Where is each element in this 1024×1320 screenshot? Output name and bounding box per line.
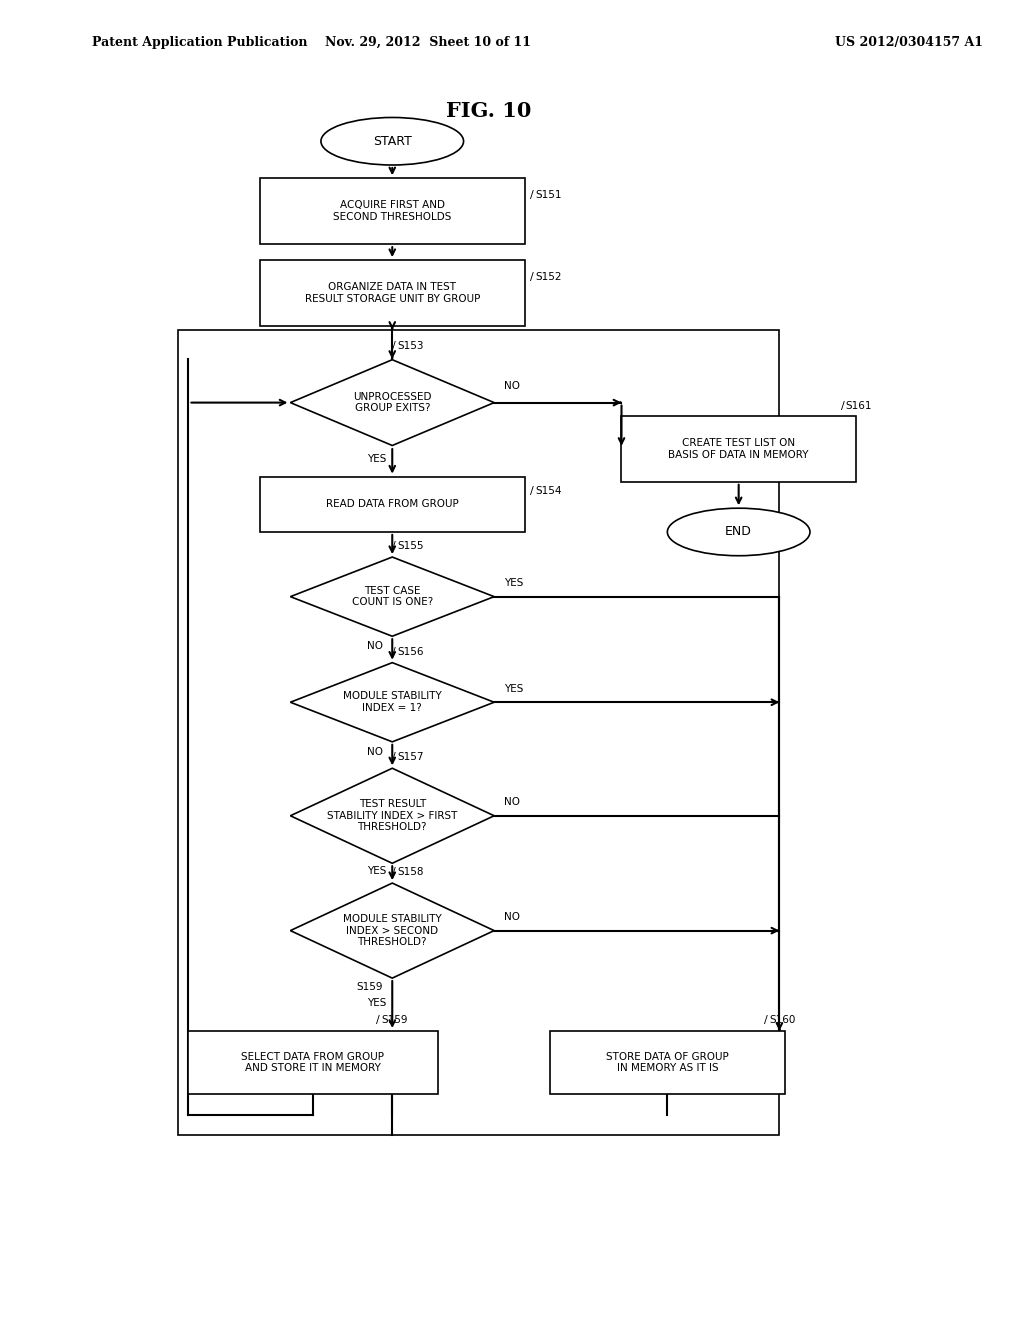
Text: NO: NO (505, 381, 520, 392)
Text: /: / (392, 341, 396, 351)
FancyBboxPatch shape (260, 178, 524, 244)
Text: S158: S158 (397, 867, 424, 878)
Text: SELECT DATA FROM GROUP
AND STORE IT IN MEMORY: SELECT DATA FROM GROUP AND STORE IT IN M… (242, 1052, 384, 1073)
Text: YES: YES (367, 866, 386, 876)
Text: /: / (377, 1015, 380, 1026)
Text: ACQUIRE FIRST AND
SECOND THRESHOLDS: ACQUIRE FIRST AND SECOND THRESHOLDS (333, 201, 452, 222)
FancyBboxPatch shape (622, 416, 856, 482)
Text: /: / (841, 401, 845, 412)
Text: YES: YES (505, 684, 523, 694)
Text: END: END (725, 525, 752, 539)
Text: /: / (392, 867, 396, 878)
Text: S156: S156 (397, 647, 424, 657)
Text: /: / (392, 752, 396, 763)
Text: S159: S159 (382, 1015, 408, 1026)
Polygon shape (291, 360, 495, 446)
Text: TEST CASE
COUNT IS ONE?: TEST CASE COUNT IS ONE? (351, 586, 433, 607)
Text: Nov. 29, 2012  Sheet 10 of 11: Nov. 29, 2012 Sheet 10 of 11 (325, 36, 530, 49)
Polygon shape (291, 883, 495, 978)
Text: MODULE STABILITY
INDEX > SECOND
THRESHOLD?: MODULE STABILITY INDEX > SECOND THRESHOL… (343, 913, 441, 948)
Text: YES: YES (505, 578, 523, 589)
Text: CREATE TEST LIST ON
BASIS OF DATA IN MEMORY: CREATE TEST LIST ON BASIS OF DATA IN MEM… (669, 438, 809, 459)
Polygon shape (291, 768, 495, 863)
Polygon shape (291, 663, 495, 742)
Text: NO: NO (505, 912, 520, 923)
Ellipse shape (668, 508, 810, 556)
Text: S155: S155 (397, 541, 424, 552)
Text: S157: S157 (397, 752, 424, 763)
Text: S161: S161 (846, 401, 872, 412)
Ellipse shape (321, 117, 464, 165)
Text: MODULE STABILITY
INDEX = 1?: MODULE STABILITY INDEX = 1? (343, 692, 441, 713)
Text: /: / (392, 647, 396, 657)
Text: FIG. 10: FIG. 10 (446, 100, 531, 121)
Polygon shape (291, 557, 495, 636)
Text: S154: S154 (535, 486, 561, 496)
FancyBboxPatch shape (550, 1031, 784, 1094)
Text: S152: S152 (535, 272, 561, 282)
Text: S159: S159 (356, 982, 383, 993)
Text: YES: YES (367, 998, 386, 1008)
Text: START: START (373, 135, 412, 148)
Text: S153: S153 (397, 341, 424, 351)
Text: /: / (529, 272, 534, 282)
Text: NO: NO (505, 797, 520, 808)
FancyBboxPatch shape (260, 260, 524, 326)
Text: /: / (392, 541, 396, 552)
Text: /: / (529, 190, 534, 201)
Text: US 2012/0304157 A1: US 2012/0304157 A1 (836, 36, 983, 49)
Text: UNPROCESSED
GROUP EXITS?: UNPROCESSED GROUP EXITS? (353, 392, 431, 413)
Text: NO: NO (367, 747, 383, 758)
Text: Patent Application Publication: Patent Application Publication (92, 36, 307, 49)
Text: YES: YES (367, 454, 386, 465)
Text: /: / (529, 486, 534, 496)
Text: ORGANIZE DATA IN TEST
RESULT STORAGE UNIT BY GROUP: ORGANIZE DATA IN TEST RESULT STORAGE UNI… (304, 282, 480, 304)
Text: NO: NO (367, 642, 383, 652)
Text: READ DATA FROM GROUP: READ DATA FROM GROUP (326, 499, 459, 510)
Text: S151: S151 (535, 190, 561, 201)
Text: STORE DATA OF GROUP
IN MEMORY AS IT IS: STORE DATA OF GROUP IN MEMORY AS IT IS (606, 1052, 729, 1073)
Text: S160: S160 (769, 1015, 796, 1026)
Text: /: / (764, 1015, 768, 1026)
FancyBboxPatch shape (260, 477, 524, 532)
FancyBboxPatch shape (188, 1031, 437, 1094)
Text: TEST RESULT
STABILITY INDEX > FIRST
THRESHOLD?: TEST RESULT STABILITY INDEX > FIRST THRE… (327, 799, 458, 833)
